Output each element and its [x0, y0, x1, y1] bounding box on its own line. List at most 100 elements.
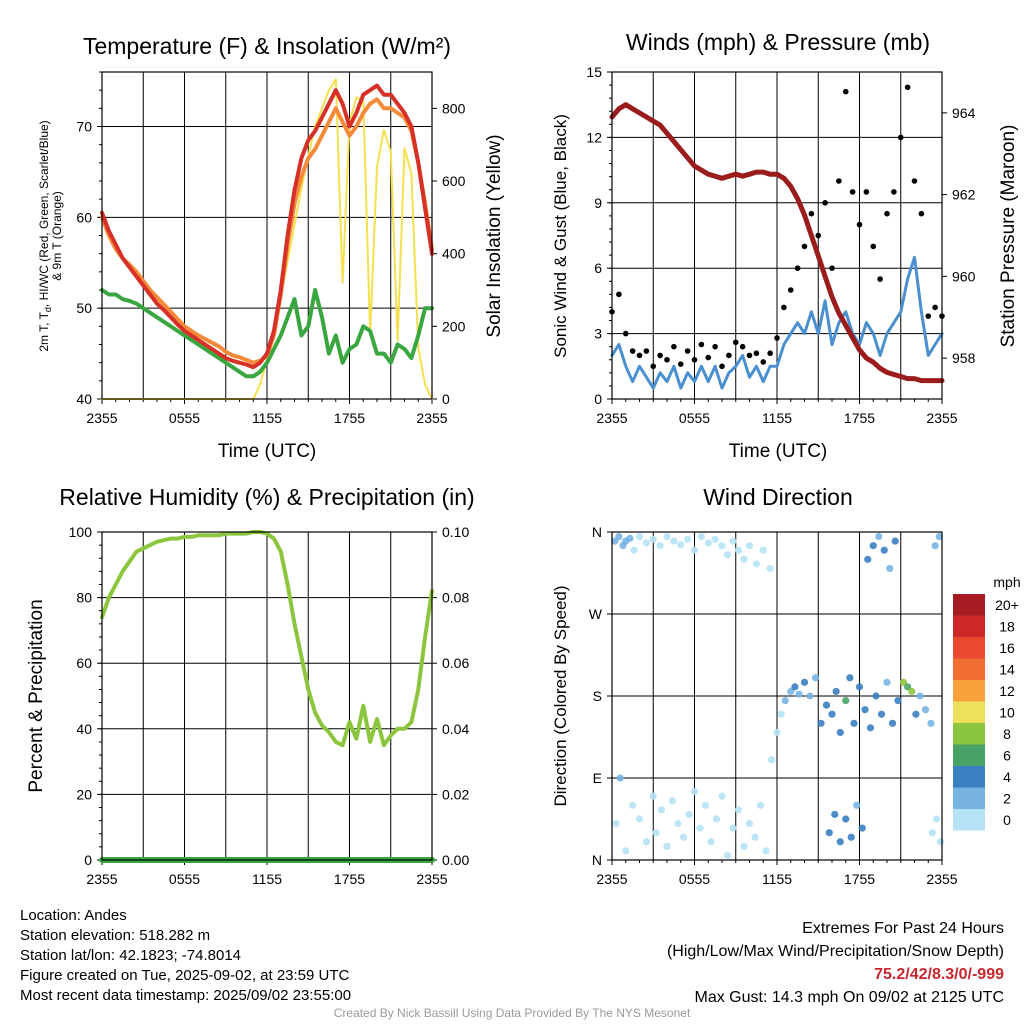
gust-point	[746, 352, 753, 359]
y2-tick-label: 0	[442, 391, 450, 407]
x-tick-label: 1755	[334, 410, 365, 426]
wind-direction-point	[853, 801, 861, 809]
legend-label: 0	[1003, 812, 1011, 828]
y-tick-label: 50	[76, 300, 92, 316]
y-tick-label: 100	[69, 524, 93, 540]
legend-swatch	[953, 744, 985, 766]
most-recent-timestamp: Most recent data timestamp: 2025/09/02 2…	[20, 987, 352, 1004]
y2-tick-label: 964	[952, 105, 976, 121]
wind-direction-point	[787, 687, 795, 696]
wind-direction-point	[642, 838, 650, 846]
gust-point	[767, 350, 773, 357]
extremes-subtitle: (High/Low/Max Wind/Precipitation/Snow De…	[666, 943, 1004, 960]
legend-swatch	[953, 658, 985, 680]
wind-direction-point	[630, 546, 638, 554]
wind-direction-point	[657, 806, 666, 814]
temp-y-label-line1: 2m T, T	[37, 311, 51, 351]
temp-x-axis-label: Time (UTC)	[218, 441, 317, 462]
temperature-insolation-panel: Temperature (F) & Insolation (W/m²) 40 50…	[37, 33, 505, 462]
wind-direction-point	[649, 792, 657, 800]
wind-direction-point	[811, 674, 820, 682]
y2-tick-label: 960	[952, 268, 976, 284]
x-tick-label: 2355	[416, 871, 447, 887]
wind-direction-point	[729, 824, 737, 832]
credit-line: Created By Nick Bassill Using Data Provi…	[333, 1006, 691, 1020]
gust-point	[677, 361, 684, 367]
wind-direction-point	[795, 690, 803, 698]
wind-direction-point	[740, 555, 748, 563]
x-tick-label: 2355	[86, 871, 117, 887]
x-tick-label: 0555	[679, 871, 710, 887]
legend-label: 18	[999, 619, 1015, 635]
y2-tick-label: 400	[442, 246, 466, 262]
legend-swatch	[953, 701, 985, 723]
wind-direction-point	[729, 537, 737, 545]
wind-direction-point	[740, 842, 748, 850]
gust-point	[829, 265, 835, 272]
gust-point	[918, 210, 925, 217]
y-tick-label: 0	[594, 391, 602, 407]
wind-direction-point	[612, 819, 620, 828]
gust-point	[911, 178, 918, 184]
plot-border	[101, 71, 433, 400]
rh-plot-area: 0 20 40 60 80 100 0.00 0.02 0.04 0.06 0.08 0.10 2355…	[69, 524, 470, 887]
wind-direction-point	[663, 842, 671, 850]
gust-point	[691, 356, 698, 363]
plot-border	[101, 531, 433, 861]
legend-label: 2	[1003, 791, 1011, 807]
temp-y2-axis-label: Solar Insolation (Yellow)	[484, 134, 505, 337]
y-tick-label: 60	[76, 209, 92, 225]
legend-swatch	[953, 723, 985, 745]
gust-point	[698, 341, 705, 348]
legend-swatch	[953, 766, 985, 788]
gust-point	[808, 210, 815, 217]
wind-direction-point	[836, 838, 844, 846]
wind-direction-point	[931, 542, 939, 550]
gust-point	[877, 276, 883, 282]
gust-point	[657, 352, 663, 359]
legend-swatch	[953, 594, 985, 616]
wind-direction-point	[718, 792, 726, 800]
y-tick-label: 70	[76, 119, 92, 135]
sonic-wind-line	[610, 255, 944, 390]
wind-direction-point	[847, 833, 855, 841]
legend-label: 16	[999, 640, 1015, 656]
wind-direction-point	[791, 683, 799, 691]
gust-point	[616, 291, 622, 298]
x-tick-label: 1155	[252, 410, 282, 426]
gust-point	[671, 343, 677, 350]
wind-direction-point	[875, 532, 883, 541]
wind-direction-point	[635, 815, 644, 823]
wind-plot-area: 0 3 6 9 12 15 958 960 962 964 2355 0555 1155 1755 2355	[586, 64, 975, 426]
x-tick-label: 2355	[86, 410, 117, 426]
wind-direction-point	[611, 537, 619, 545]
wind-direction-point	[817, 719, 825, 727]
dewpoint-line	[100, 288, 434, 379]
wind-direction-point	[685, 810, 693, 819]
y2-tick-label: 0.10	[442, 524, 469, 540]
rh-chart-title: Relative Humidity (%) & Precipitation (i…	[59, 484, 474, 510]
wind-direction-point	[858, 824, 866, 832]
gust-point	[622, 330, 629, 337]
wind-direction-point	[718, 542, 726, 550]
y-tick-label: 0	[84, 852, 92, 868]
x-tick-label: 0555	[169, 871, 200, 887]
gust-point	[897, 134, 904, 141]
y-tick-label: 9	[594, 195, 602, 211]
y2-tick-label: 0.02	[442, 786, 469, 802]
y2-tick-label: 800	[442, 100, 466, 116]
wind-direction-point	[842, 696, 850, 705]
wind-direction-point	[855, 683, 864, 691]
wind-direction-point	[932, 815, 941, 823]
temp-2m-line	[100, 83, 434, 370]
wind-direction-point	[642, 539, 650, 547]
y-tick-label: 20	[76, 786, 92, 802]
legend-label: 14	[999, 662, 1015, 678]
wind-direction-point	[684, 535, 692, 543]
wind-direction-point	[828, 710, 836, 718]
wind-direction-point	[751, 833, 759, 841]
station-info: Location: Andes Station elevation: 518.2…	[20, 906, 351, 1006]
y-tick-label: S	[593, 688, 602, 704]
wind-direction-point	[707, 838, 715, 846]
wind-direction-point	[916, 692, 924, 700]
